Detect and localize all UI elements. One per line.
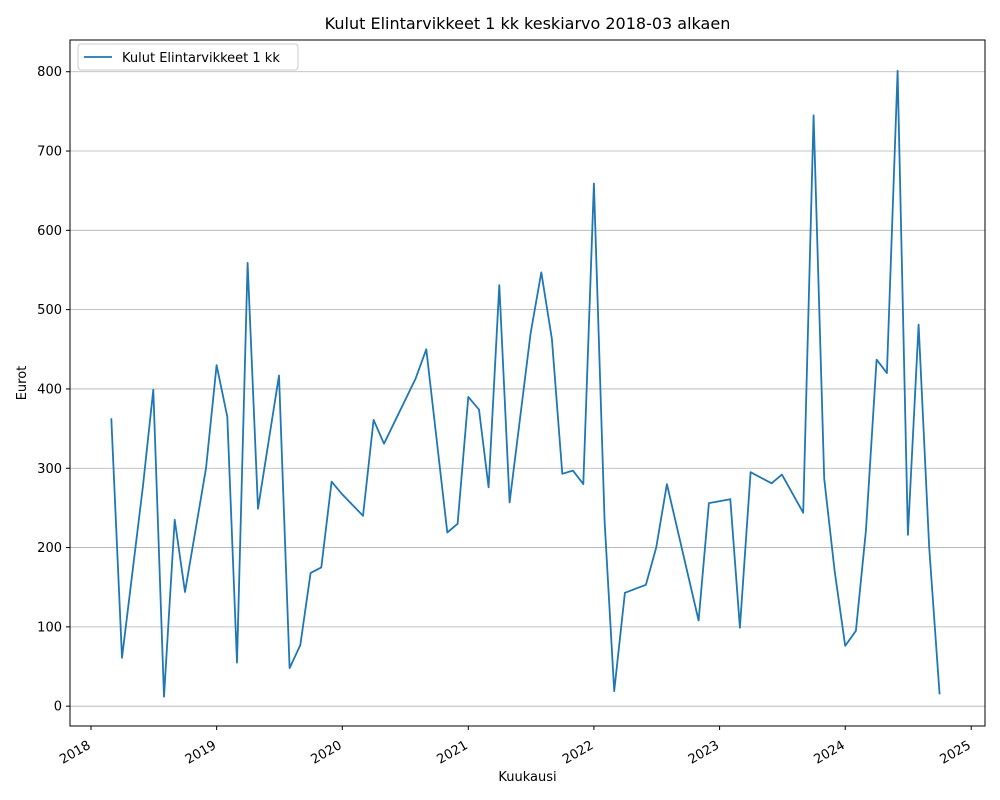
y-tick-label: 200 — [37, 541, 62, 556]
y-tick-label: 800 — [37, 65, 62, 80]
x-axis-label: Kuukausi — [498, 770, 556, 785]
y-tick-label: 400 — [37, 382, 62, 397]
y-tick-label: 100 — [37, 620, 62, 635]
legend-label: Kulut Elintarvikkeet 1 kk — [122, 51, 280, 66]
y-tick-label: 500 — [37, 303, 62, 318]
y-tick-label: 300 — [37, 462, 62, 477]
legend-box — [77, 43, 299, 71]
chart-title: Kulut Elintarvikkeet 1 kk keskiarvo 2018… — [325, 14, 731, 33]
y-tick-label: 700 — [37, 145, 62, 160]
plot-area-frame — [69, 39, 986, 727]
y-tick-label: 0 — [54, 700, 62, 715]
grid-lines — [70, 71, 985, 707]
y-tick-label: 600 — [37, 224, 62, 239]
series-line — [110, 70, 941, 698]
legend: Kulut Elintarvikkeet 1 kk — [77, 43, 299, 71]
y-axis-label: Eurot — [15, 366, 30, 401]
